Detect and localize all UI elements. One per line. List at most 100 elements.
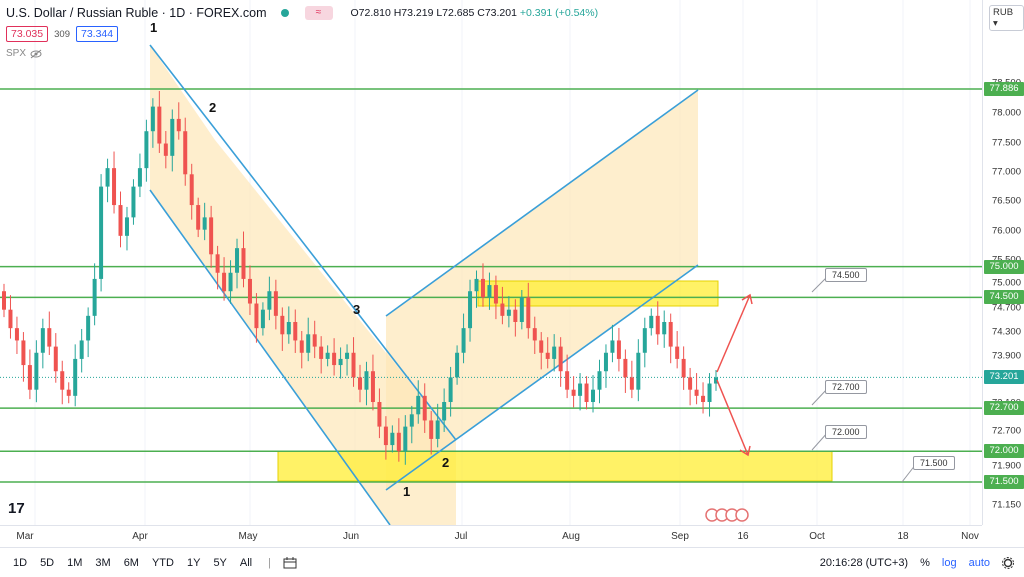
log-toggle[interactable]: log (941, 556, 957, 569)
time-tick: Aug (562, 531, 580, 542)
time-tick: Jul (454, 531, 468, 542)
time-axis[interactable]: Mar Apr May Jun Jul Aug Sep 16 Oct 18 Nov (0, 525, 982, 548)
price-callout[interactable]: 71.500 (913, 456, 955, 470)
eye-hidden-icon[interactable] (30, 49, 42, 59)
price-tick: 74.700 (991, 302, 1021, 314)
candle-body (215, 254, 220, 273)
candle-body (383, 426, 388, 446)
candle-body (351, 352, 356, 378)
wave-label: 1 (403, 484, 411, 499)
price-tick: 76.000 (991, 225, 1021, 237)
price-level-label: 72.000 (984, 444, 1024, 459)
candle-body (112, 168, 117, 206)
candle-body (260, 309, 265, 329)
candle-body (183, 131, 188, 175)
compare-icon[interactable]: ≈ (304, 6, 333, 20)
candle-body (390, 432, 395, 446)
candle-body (34, 352, 39, 390)
time-tick: 18 (897, 531, 909, 542)
candle-body (202, 217, 207, 230)
candle-body (526, 297, 531, 329)
candle-body (222, 272, 227, 292)
candle-body (144, 131, 149, 169)
candle-body (487, 285, 492, 298)
support-box (277, 450, 833, 482)
chart-area[interactable]: 17 (0, 0, 982, 525)
percent-toggle[interactable]: % (920, 556, 930, 569)
bottom-toolbar: 1D 5D 1M 3M 6M YTD 1Y 5Y All | 20:16:28 (UTC+3) … (0, 547, 1024, 577)
candle-body (435, 420, 440, 439)
candle-body (662, 321, 667, 335)
timeframe-button[interactable]: 3M (95, 556, 111, 569)
timeframe-button[interactable]: YTD (151, 556, 174, 569)
candle-body (170, 118, 175, 156)
settings-gear-icon[interactable] (1002, 556, 1014, 569)
timeframe-button[interactable]: 5Y (213, 556, 227, 569)
candle-body (280, 315, 285, 335)
candle-body (493, 285, 498, 304)
projection-arrow-down (716, 379, 749, 456)
auto-toggle[interactable]: auto (968, 556, 990, 569)
buy-price-button[interactable]: 73.344 (75, 26, 119, 42)
candle-body (293, 321, 298, 341)
candle-body (636, 352, 641, 390)
timeframe-button[interactable]: 6M (123, 556, 139, 569)
candle-body (396, 432, 401, 452)
candle-body (60, 371, 65, 390)
candle-body (461, 328, 466, 353)
timeframe-button[interactable]: 1D (13, 556, 28, 569)
candle-body (299, 340, 304, 353)
candle-body (377, 401, 382, 427)
candle-body (474, 278, 479, 292)
candle-body (649, 315, 654, 329)
candle-body (468, 291, 473, 329)
time-tick: May (238, 531, 258, 542)
price-axis[interactable]: 79.00078.50078.00077.50077.00076.50076.0… (982, 0, 1024, 525)
price-callout[interactable]: 72.700 (825, 380, 867, 394)
price-callout[interactable]: 72.000 (825, 425, 867, 439)
price-level-label: 71.500 (984, 475, 1024, 489)
candle-body (267, 291, 272, 310)
candle-body (228, 272, 233, 292)
channel-line (385, 89, 699, 317)
date-range-icon[interactable] (283, 556, 297, 569)
price-tick: 71.150 (991, 499, 1021, 511)
candle-body (655, 315, 660, 335)
candle-body (86, 315, 91, 341)
candle-body (688, 377, 693, 390)
candle-body (442, 401, 447, 421)
wave-label: 2 (442, 455, 450, 470)
chart-canvas[interactable]: 17 (0, 0, 982, 525)
candle-body (131, 186, 136, 218)
price-tick: 74.300 (991, 326, 1021, 338)
price-callout[interactable]: 74.500 (825, 268, 867, 282)
candle-body (519, 297, 524, 322)
sell-price-button[interactable]: 73.035 (6, 26, 49, 42)
tradingview-logo: 17 (8, 500, 25, 517)
candle-body (416, 395, 421, 415)
clock-time[interactable]: 20:16:28 (UTC+3) (819, 556, 909, 569)
candle-body (273, 291, 278, 316)
candle-body (8, 309, 13, 329)
price-level-label: 72.700 (984, 401, 1024, 416)
indicator-row: SPX (6, 48, 42, 59)
divider: | (268, 556, 271, 569)
candle-body (558, 346, 563, 372)
price-tick: 77.500 (991, 137, 1021, 149)
candle-body (642, 328, 647, 353)
candle-body (286, 321, 291, 335)
candle-body (448, 377, 453, 402)
timeframe-button[interactable]: All (239, 556, 253, 569)
candle-body (603, 352, 608, 372)
timeframe-button[interactable]: 1Y (186, 556, 201, 569)
wave-label: 3 (353, 302, 361, 317)
candle-body (118, 205, 123, 236)
timeframe-button[interactable]: 5D (40, 556, 55, 569)
candle-body (578, 383, 583, 396)
currency-select[interactable]: RUB ▾ (989, 5, 1024, 31)
timeframe-button[interactable]: 1M (67, 556, 83, 569)
candle-body (79, 340, 84, 359)
candle-body (623, 358, 628, 378)
candle-body (163, 143, 168, 156)
symbol-title[interactable]: U.S. Dollar / Russian Ruble · 1D · FOREX… (6, 6, 267, 20)
